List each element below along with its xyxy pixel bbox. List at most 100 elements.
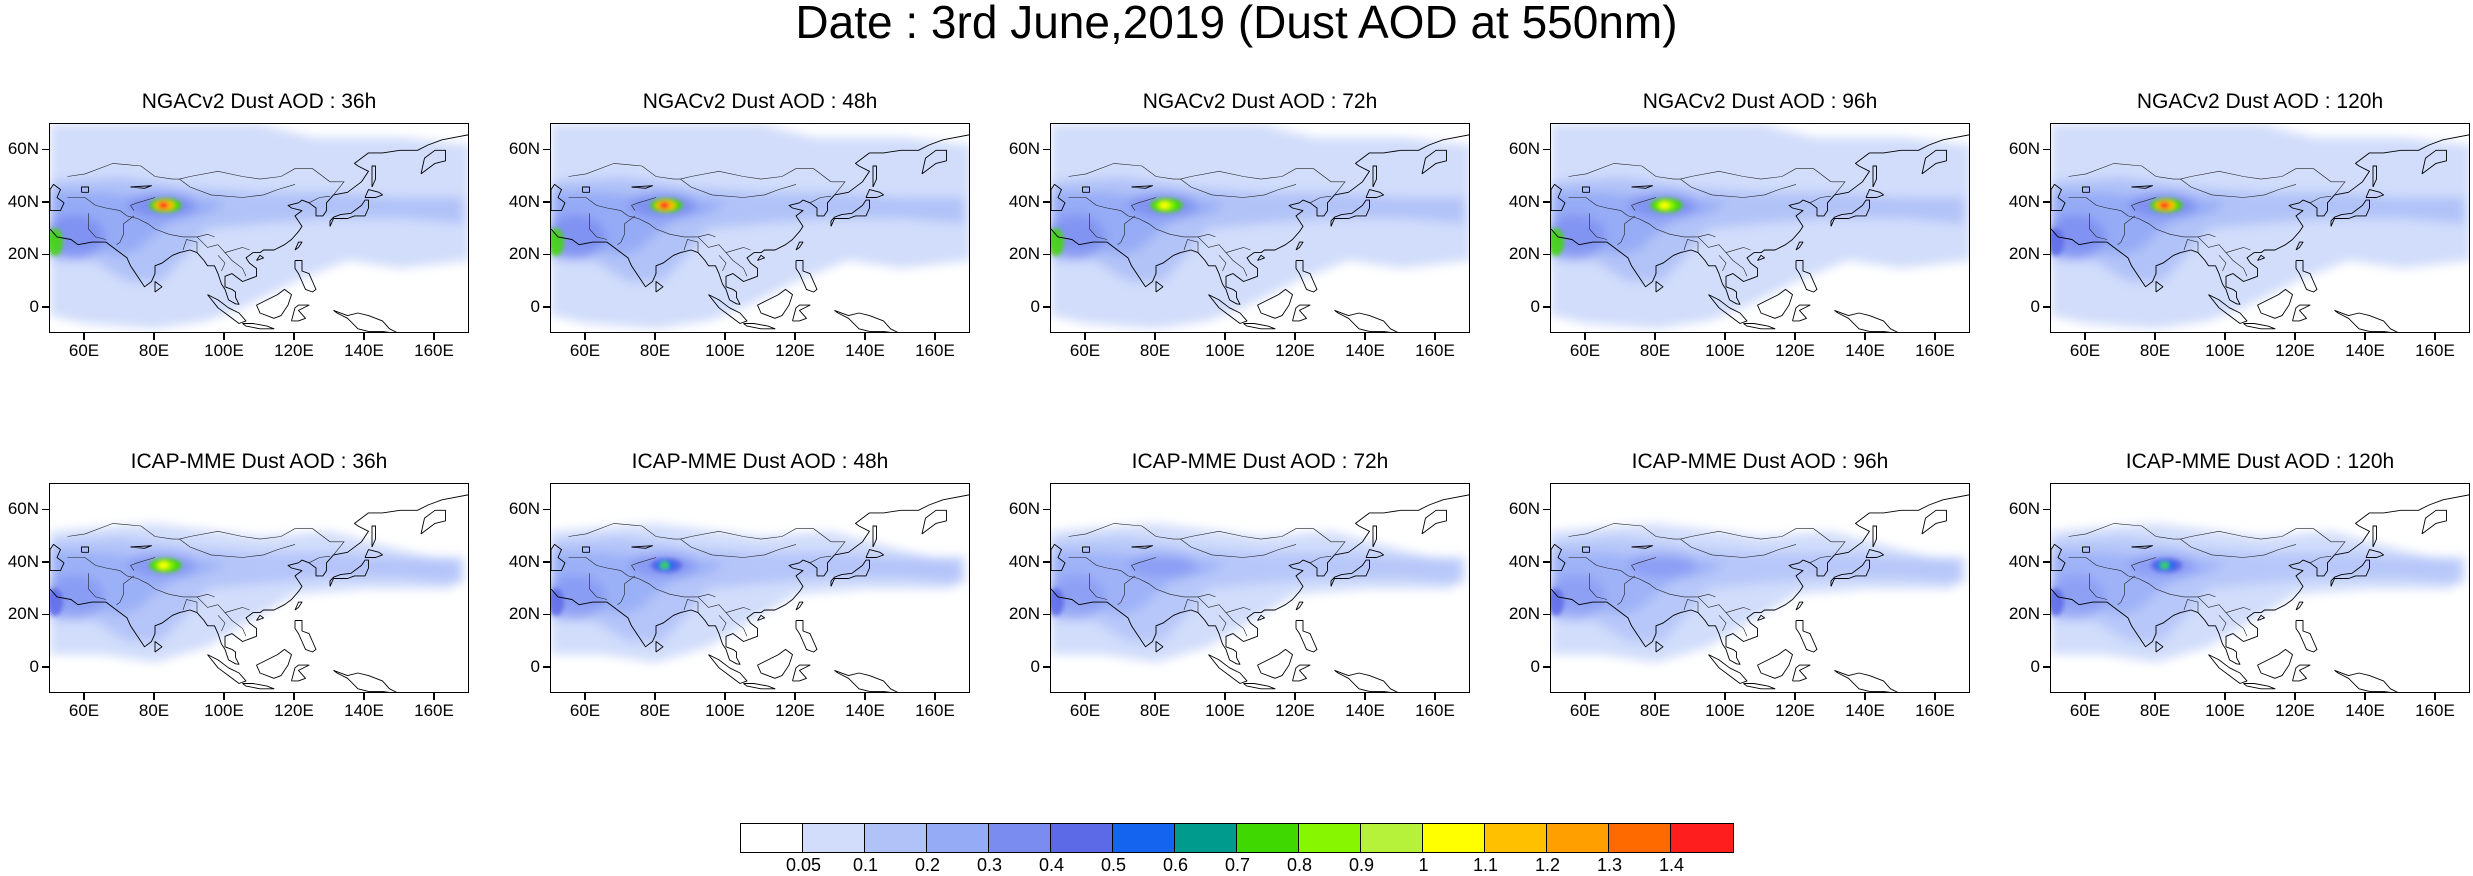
lon-label: 60E bbox=[569, 341, 601, 360]
lat-tick bbox=[2043, 306, 2050, 308]
lon-label: 140E bbox=[845, 701, 885, 720]
lon-tick bbox=[864, 333, 866, 340]
lat-label: 60N bbox=[1508, 139, 1540, 159]
lon-tick bbox=[1434, 693, 1436, 700]
panel-title: NGACv2 Dust AOD : 36h bbox=[141, 90, 377, 113]
lat-tick bbox=[1543, 666, 1550, 668]
lat-tick bbox=[42, 561, 49, 563]
lat-tick bbox=[2043, 201, 2050, 203]
figure-title: Date : 3rd June,2019 (Dust AOD at 550nm) bbox=[795, 0, 1678, 48]
lon-tick bbox=[2224, 693, 2226, 700]
lon-label: 80E bbox=[1139, 341, 1171, 360]
dust-aod-map bbox=[2051, 494, 2469, 692]
colorbar-swatch bbox=[989, 824, 1051, 852]
dust-aod-map bbox=[2051, 124, 2469, 332]
lon-tick bbox=[1224, 333, 1226, 340]
aod-hotspots bbox=[551, 558, 683, 617]
lon-label: 140E bbox=[1845, 341, 1885, 360]
aod-field bbox=[1551, 124, 1969, 329]
lat-tick bbox=[1043, 253, 1050, 255]
borders bbox=[67, 163, 345, 277]
lat-tick bbox=[2043, 613, 2050, 615]
dust-aod-map bbox=[50, 124, 468, 332]
lat-tick bbox=[1543, 613, 1550, 615]
map-panel: ICAP-MME Dust AOD : 120h 60N 40N 20N 0 60E 80E… bbox=[2009, 450, 2470, 720]
lon-label: 140E bbox=[1845, 701, 1885, 720]
aod-field bbox=[1051, 124, 1469, 329]
lat-tick bbox=[543, 201, 550, 203]
lat-tick bbox=[1543, 561, 1550, 563]
borders bbox=[67, 523, 345, 637]
lon-label: 160E bbox=[414, 341, 454, 360]
lat-tick bbox=[42, 613, 49, 615]
lon-tick bbox=[1794, 693, 1796, 700]
colorbar-label: 0.05 bbox=[785, 855, 822, 875]
colorbar-swatch bbox=[1671, 824, 1733, 852]
map-panel: ICAP-MME Dust AOD : 36h 60N 40N 20N 0 60E 80E 1… bbox=[8, 450, 469, 720]
lon-tick bbox=[1584, 333, 1586, 340]
map-frame bbox=[550, 123, 970, 333]
lon-label: 120E bbox=[2275, 341, 2315, 360]
lat-label: 20N bbox=[7, 244, 39, 264]
lon-tick bbox=[433, 333, 435, 340]
colorbar-label: 0.2 bbox=[914, 855, 941, 875]
lat-tick bbox=[1043, 666, 1050, 668]
map-panel: NGACv2 Dust AOD : 36h 60N 40N 20N 0 60E 80E 100… bbox=[8, 90, 469, 360]
lon-tick bbox=[794, 693, 796, 700]
lat-label: 20N bbox=[1008, 244, 1040, 264]
map-frame bbox=[49, 483, 469, 693]
lon-label: 160E bbox=[1415, 701, 1455, 720]
lon-tick bbox=[584, 693, 586, 700]
coastlines bbox=[1051, 134, 1469, 332]
lon-label: 100E bbox=[705, 341, 745, 360]
aod-field bbox=[1051, 523, 1464, 663]
map-panel: NGACv2 Dust AOD : 48h 60N 40N 20N 0 60E 80E 100… bbox=[509, 90, 970, 360]
colorbar-label: 0.7 bbox=[1224, 855, 1251, 875]
colorbar-label: 0.4 bbox=[1038, 855, 1065, 875]
map-frame bbox=[2050, 483, 2470, 693]
lon-tick bbox=[1864, 693, 1866, 700]
lon-tick bbox=[1294, 693, 1296, 700]
lat-label: 60N bbox=[1508, 499, 1540, 519]
lat-label: 40N bbox=[1508, 551, 1540, 571]
map-frame bbox=[550, 483, 970, 693]
coastlines bbox=[1051, 494, 1469, 692]
colorbar-swatch bbox=[1051, 824, 1113, 852]
panel-title: ICAP-MME Dust AOD : 48h bbox=[631, 450, 889, 473]
map-panel: ICAP-MME Dust AOD : 96h 60N 40N 20N 0 60E 80E 1… bbox=[1509, 450, 1970, 720]
lat-label: 0 bbox=[1030, 656, 1040, 676]
lon-label: 80E bbox=[639, 701, 671, 720]
lon-tick bbox=[1084, 333, 1086, 340]
borders bbox=[1568, 523, 1846, 637]
lon-label: 100E bbox=[204, 701, 244, 720]
panel-title: ICAP-MME Dust AOD : 120h bbox=[2125, 450, 2395, 473]
aod-hotspots bbox=[50, 558, 182, 617]
colorbar-label: 0.8 bbox=[1286, 855, 1313, 875]
lon-label: 60E bbox=[569, 701, 601, 720]
lon-tick bbox=[1584, 693, 1586, 700]
colorbar-label: 0.1 bbox=[852, 855, 879, 875]
lon-tick bbox=[1084, 693, 1086, 700]
lon-tick bbox=[724, 333, 726, 340]
lon-tick bbox=[934, 693, 936, 700]
lat-label: 60N bbox=[1008, 499, 1040, 519]
coastlines bbox=[2051, 494, 2469, 692]
lon-tick bbox=[1154, 333, 1156, 340]
lon-label: 140E bbox=[1345, 341, 1385, 360]
map-panel: NGACv2 Dust AOD : 120h 60N 40N 20N 0 60E 80E 10… bbox=[2009, 90, 2470, 360]
map-panel: ICAP-MME Dust AOD : 72h 60N 40N 20N 0 60E 80E 1… bbox=[1009, 450, 1470, 720]
aod-hotspots bbox=[2051, 198, 2183, 257]
lat-tick bbox=[2043, 666, 2050, 668]
lat-label: 40N bbox=[7, 191, 39, 211]
lat-tick bbox=[1043, 508, 1050, 510]
lon-tick bbox=[2364, 333, 2366, 340]
lat-label: 0 bbox=[1530, 296, 1540, 316]
aod-field bbox=[2051, 523, 2464, 663]
dust-aod-map bbox=[551, 494, 969, 692]
lon-label: 120E bbox=[1275, 341, 1315, 360]
lat-label: 60N bbox=[1008, 139, 1040, 159]
colorbar-swatch bbox=[1175, 824, 1237, 852]
lat-tick bbox=[2043, 148, 2050, 150]
lon-tick bbox=[1294, 333, 1296, 340]
dust-aod-map bbox=[1551, 494, 1969, 692]
